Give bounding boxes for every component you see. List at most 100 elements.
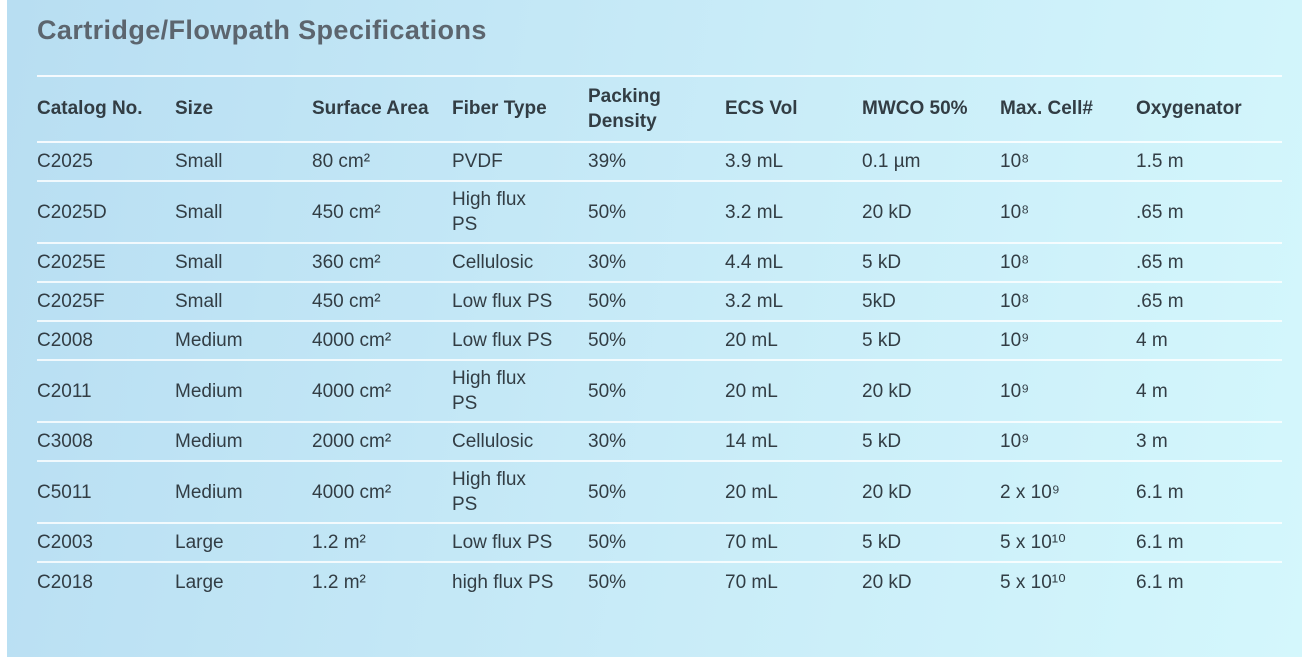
cell-mwco-50: 5kD bbox=[862, 291, 896, 313]
table-row: C5011 Medium 4000 cm² High flux PS 50% 20 mL 2… bbox=[37, 461, 1282, 523]
cell-oxygenator: .65 m bbox=[1136, 252, 1184, 274]
cell-catalog-no: C2011 bbox=[37, 380, 92, 402]
cell-mwco-50: 20 kD bbox=[862, 380, 912, 402]
header-row: Catalog No. Size Surface Area Fiber Type… bbox=[37, 76, 1282, 142]
cell-size: Medium bbox=[175, 330, 243, 352]
cell-ecs-vol: 3.9 mL bbox=[725, 150, 784, 172]
cell-ecs-vol: 3.2 mL bbox=[725, 201, 784, 223]
cell-max-cell: 10⁸ bbox=[1000, 291, 1030, 313]
cell-catalog-no: C2025D bbox=[37, 201, 107, 223]
cell-oxygenator: 3 m bbox=[1136, 431, 1168, 453]
cell-size: Medium bbox=[175, 481, 243, 503]
cell-packing-density: 50% bbox=[588, 330, 627, 352]
cell-fiber-type: Cellulosic bbox=[452, 431, 534, 453]
cell-ecs-vol: 70 mL bbox=[725, 571, 778, 593]
column-header-mwco-50: MWCO 50% bbox=[862, 98, 968, 120]
table-row: C2011 Medium 4000 cm² High flux PS 50% 20 mL 2… bbox=[37, 360, 1282, 422]
cell-size: Medium bbox=[175, 431, 243, 453]
cell-oxygenator: 4 m bbox=[1136, 380, 1168, 402]
cell-ecs-vol: 20 mL bbox=[725, 380, 778, 402]
cell-max-cell: 2 x 10⁹ bbox=[1000, 481, 1060, 503]
cell-surface-area: 80 cm² bbox=[312, 150, 371, 172]
cell-packing-density: 50% bbox=[588, 201, 627, 223]
table-row: C2025E Small 360 cm² Cellulosic 30% 4.4 mL 5 k… bbox=[37, 243, 1282, 282]
cell-ecs-vol: 20 mL bbox=[725, 481, 778, 503]
cell-packing-density: 50% bbox=[588, 291, 627, 313]
cell-mwco-50: 5 kD bbox=[862, 330, 902, 352]
cell-fiber-type: PVDF bbox=[452, 150, 503, 172]
cell-fiber-type: Low flux PS bbox=[452, 330, 553, 352]
cell-surface-area: 1.2 m² bbox=[312, 532, 366, 554]
cell-ecs-vol: 20 mL bbox=[725, 330, 778, 352]
cell-max-cell: 10⁹ bbox=[1000, 330, 1030, 352]
cell-fiber-type: Low flux PS bbox=[452, 291, 553, 313]
table-row: C2025D Small 450 cm² High flux PS 50% 3.2 mL 2… bbox=[37, 181, 1282, 243]
cell-surface-area: 360 cm² bbox=[312, 252, 381, 274]
table-row: C2018 Large 1.2 m² high flux PS 50% 70 mL 20 k… bbox=[37, 562, 1282, 601]
cell-surface-area: 450 cm² bbox=[312, 291, 381, 313]
cell-max-cell: 10⁹ bbox=[1000, 431, 1030, 453]
cell-fiber-type: High flux PS bbox=[452, 368, 526, 415]
cell-size: Small bbox=[175, 291, 223, 313]
column-header-oxygenator: Oxygenator bbox=[1136, 98, 1242, 120]
cell-catalog-no: C2025F bbox=[37, 291, 105, 313]
table-row: C3008 Medium 2000 cm² Cellulosic 30% 14 mL 5 k… bbox=[37, 422, 1282, 461]
cell-mwco-50: 20 kD bbox=[862, 571, 912, 593]
cell-mwco-50: 5 kD bbox=[862, 252, 902, 274]
cell-surface-area: 4000 cm² bbox=[312, 330, 392, 352]
cell-size: Small bbox=[175, 150, 223, 172]
cell-size: Medium bbox=[175, 380, 243, 402]
table-header: Catalog No. Size Surface Area Fiber Type… bbox=[37, 76, 1282, 142]
cell-size: Small bbox=[175, 201, 223, 223]
cell-mwco-50: 20 kD bbox=[862, 481, 912, 503]
table-body: C2025 Small 80 cm² PVDF 39% 3.9 mL 0.1 µm 10⁸ 1.… bbox=[37, 142, 1282, 601]
cell-oxygenator: 1.5 m bbox=[1136, 150, 1184, 172]
cell-oxygenator: .65 m bbox=[1136, 201, 1184, 223]
cell-oxygenator: 6.1 m bbox=[1136, 481, 1184, 503]
page-title: Cartridge/Flowpath Specifications bbox=[37, 15, 487, 45]
column-header-surface-area: Surface Area bbox=[312, 98, 429, 120]
cell-surface-area: 1.2 m² bbox=[312, 571, 366, 593]
cell-mwco-50: 5 kD bbox=[862, 532, 902, 554]
table-row: C2025F Small 450 cm² Low flux PS 50% 3.2 mL 5k… bbox=[37, 282, 1282, 321]
cell-surface-area: 450 cm² bbox=[312, 201, 381, 223]
column-header-size: Size bbox=[175, 98, 214, 120]
cell-max-cell: 5 x 10¹⁰ bbox=[1000, 532, 1066, 554]
table-row: C2025 Small 80 cm² PVDF 39% 3.9 mL 0.1 µm 10⁸ 1.… bbox=[37, 142, 1282, 181]
cell-catalog-no: C2025 bbox=[37, 150, 93, 172]
cell-oxygenator: 4 m bbox=[1136, 330, 1168, 352]
cell-catalog-no: C2008 bbox=[37, 330, 93, 352]
cell-ecs-vol: 3.2 mL bbox=[725, 291, 784, 313]
cell-size: Large bbox=[175, 532, 224, 554]
cell-mwco-50: 5 kD bbox=[862, 431, 902, 453]
table-row: C2003 Large 1.2 m² Low flux PS 50% 70 mL 5 kD 5… bbox=[37, 523, 1282, 562]
cell-size: Small bbox=[175, 252, 223, 274]
column-header-fiber-type: Fiber Type bbox=[452, 98, 547, 120]
cell-oxygenator: 6.1 m bbox=[1136, 571, 1184, 593]
specifications-panel: Cartridge/Flowpath Specifications Catalo… bbox=[7, 0, 1302, 657]
cell-catalog-no: C2025E bbox=[37, 252, 106, 274]
cell-oxygenator: .65 m bbox=[1136, 291, 1184, 313]
cell-fiber-type: high flux PS bbox=[452, 571, 554, 593]
cell-packing-density: 50% bbox=[588, 532, 627, 554]
cell-surface-area: 4000 cm² bbox=[312, 481, 392, 503]
cell-fiber-type: Cellulosic bbox=[452, 252, 534, 274]
cell-size: Large bbox=[175, 571, 224, 593]
cell-catalog-no: C3008 bbox=[37, 431, 93, 453]
cell-packing-density: 50% bbox=[588, 380, 627, 402]
column-header-packing-density: Packing Density bbox=[588, 85, 661, 132]
cell-packing-density: 30% bbox=[588, 431, 627, 453]
cell-catalog-no: C5011 bbox=[37, 481, 92, 503]
specifications-table: Catalog No. Size Surface Area Fiber Type… bbox=[37, 75, 1282, 601]
cell-mwco-50: 0.1 µm bbox=[862, 150, 921, 172]
cell-packing-density: 30% bbox=[588, 252, 627, 274]
cell-mwco-50: 20 kD bbox=[862, 201, 912, 223]
cell-max-cell: 5 x 10¹⁰ bbox=[1000, 571, 1066, 593]
cell-catalog-no: C2003 bbox=[37, 532, 93, 554]
cell-oxygenator: 6.1 m bbox=[1136, 532, 1184, 554]
column-header-max-cell: Max. Cell# bbox=[1000, 98, 1093, 120]
cell-ecs-vol: 14 mL bbox=[725, 431, 778, 453]
cell-fiber-type: Low flux PS bbox=[452, 532, 553, 554]
cell-max-cell: 10⁸ bbox=[1000, 201, 1030, 223]
